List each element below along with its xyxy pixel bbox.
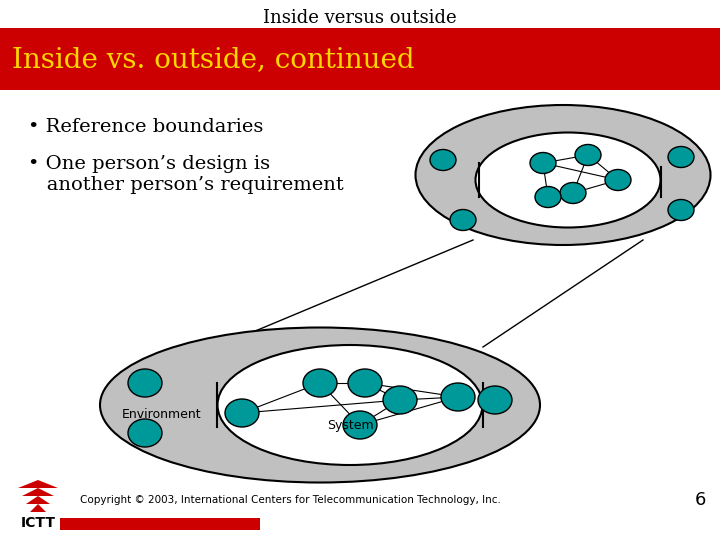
Text: Inside vs. outside, continued: Inside vs. outside, continued [12, 46, 415, 73]
Ellipse shape [348, 369, 382, 397]
Ellipse shape [575, 145, 601, 165]
Ellipse shape [668, 146, 694, 167]
Polygon shape [26, 496, 50, 504]
Ellipse shape [100, 327, 540, 483]
Ellipse shape [530, 152, 556, 173]
Ellipse shape [225, 399, 259, 427]
Text: Environment: Environment [122, 408, 202, 422]
Ellipse shape [128, 419, 162, 447]
Ellipse shape [217, 345, 482, 465]
Ellipse shape [303, 369, 337, 397]
Ellipse shape [415, 105, 711, 245]
Polygon shape [30, 504, 46, 512]
Text: Inside versus outside: Inside versus outside [264, 9, 456, 27]
Polygon shape [18, 480, 58, 488]
Ellipse shape [450, 210, 476, 231]
Ellipse shape [478, 386, 512, 414]
Text: • One person’s design is
   another person’s requirement: • One person’s design is another person’… [28, 155, 343, 194]
Ellipse shape [430, 150, 456, 171]
Ellipse shape [128, 369, 162, 397]
Ellipse shape [605, 170, 631, 191]
Ellipse shape [475, 132, 660, 227]
Text: ICTT: ICTT [20, 516, 55, 530]
Ellipse shape [668, 199, 694, 220]
Text: Copyright © 2003, International Centers for Telecommunication Technology, Inc.: Copyright © 2003, International Centers … [80, 495, 501, 505]
Text: System: System [327, 418, 373, 431]
Text: 6: 6 [694, 491, 706, 509]
Ellipse shape [560, 183, 586, 204]
Bar [60, 518, 260, 530]
Text: • Reference boundaries: • Reference boundaries [28, 118, 264, 136]
Bar [0, 28, 720, 90]
Ellipse shape [383, 386, 417, 414]
Ellipse shape [441, 383, 475, 411]
Polygon shape [22, 488, 54, 496]
Ellipse shape [343, 411, 377, 439]
Ellipse shape [535, 186, 561, 207]
